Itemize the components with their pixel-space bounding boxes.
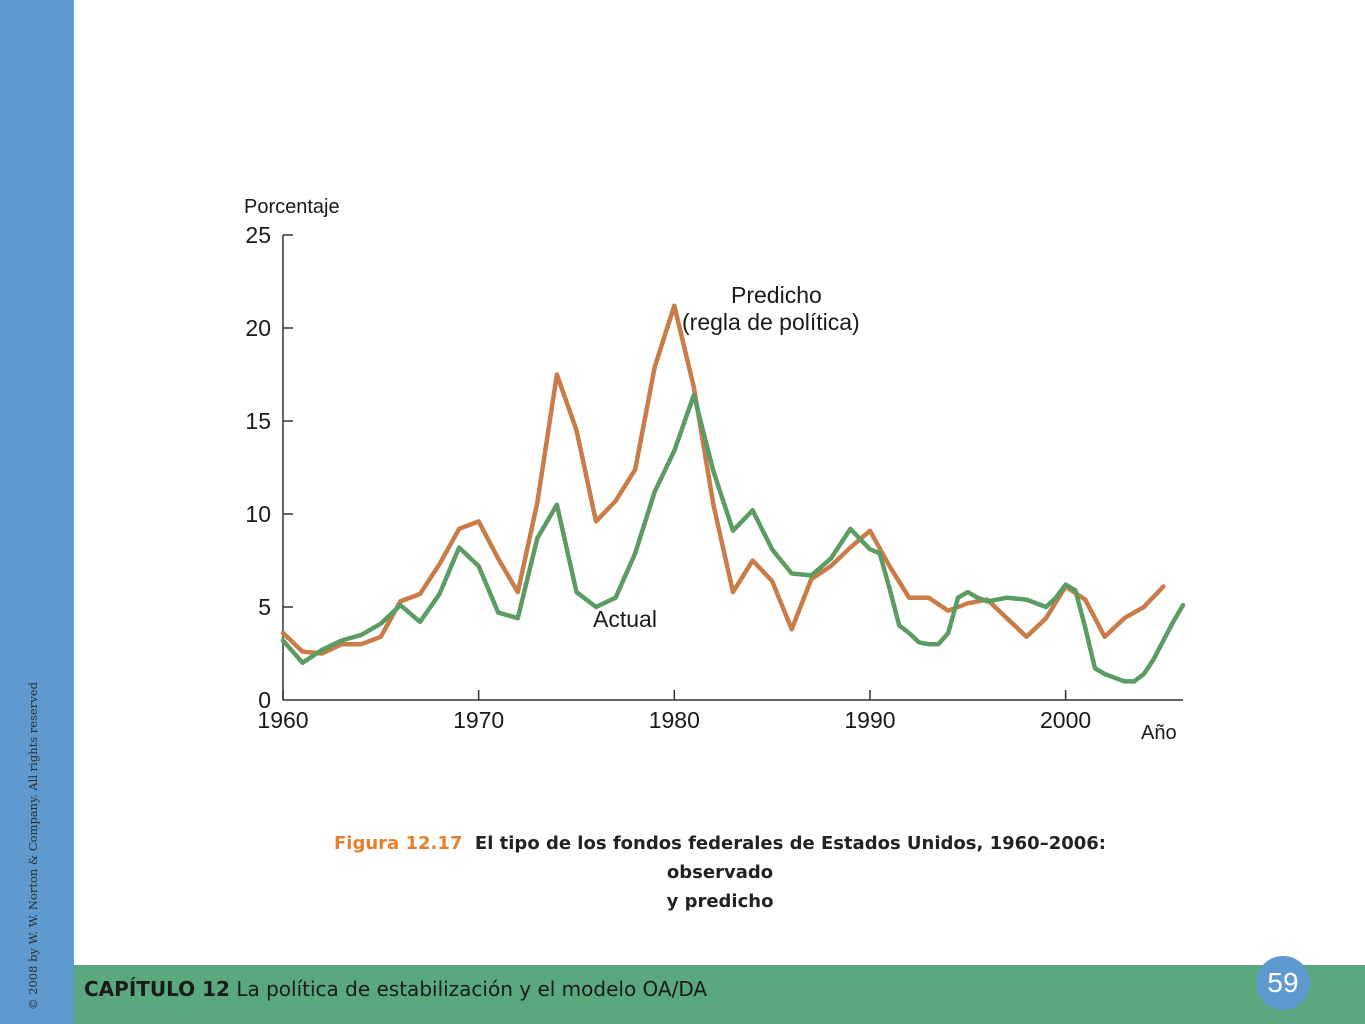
actual-annotation: Actual (593, 606, 657, 632)
predicted-annotation-line1: Predicho (731, 282, 822, 308)
y-tick-label: 5 (258, 594, 271, 620)
y-tick-label: 20 (245, 315, 271, 341)
chart-axes: 0 5 10 15 20 25 1960 1970 1980 1990 2000 (245, 222, 1183, 733)
page-number-badge: 59 (1256, 956, 1310, 1010)
caption-text-line2: y predicho (666, 891, 774, 912)
chapter-name: La política de estabilización y el model… (236, 977, 708, 1001)
chapter-title: CAPÍTULO 12 La política de estabilizació… (84, 977, 707, 1001)
y-tick-label: 10 (245, 501, 271, 527)
x-tick-label: 1980 (649, 707, 700, 733)
figure-label: Figura 12.17 (333, 833, 463, 854)
predicted-annotation-line2: (regla de política) (682, 309, 860, 335)
chart-series (280, 303, 1186, 684)
x-tick-label: 2000 (1040, 707, 1091, 733)
funds-rate-chart: 0 5 10 15 20 25 1960 1970 1980 1990 2000 Porcentaj… (244, 196, 1186, 744)
left-sidebar (0, 0, 74, 1024)
x-tick-label: 1970 (453, 707, 504, 733)
x-axis-title: Año (1141, 722, 1177, 744)
caption-text-line1: El tipo de los fondos federales de Estad… (474, 833, 1106, 883)
predicted-series-line (280, 303, 1166, 656)
footer-bar (74, 965, 1365, 1024)
y-tick-label: 0 (258, 687, 271, 713)
y-tick-label: 25 (245, 222, 271, 248)
y-tick-label: 15 (245, 408, 271, 434)
x-tick-label: 1990 (844, 707, 895, 733)
x-tick-label: 1960 (257, 707, 308, 733)
y-axis-title: Porcentaje (244, 196, 340, 218)
chapter-label: CAPÍTULO 12 (84, 977, 230, 1001)
chart-labels: Porcentaje Año Predicho(regla de política)… (244, 196, 1177, 744)
figure-caption: Figura 12.17 El tipo de los fondos feder… (280, 829, 1160, 916)
actual-series-line (280, 392, 1186, 684)
